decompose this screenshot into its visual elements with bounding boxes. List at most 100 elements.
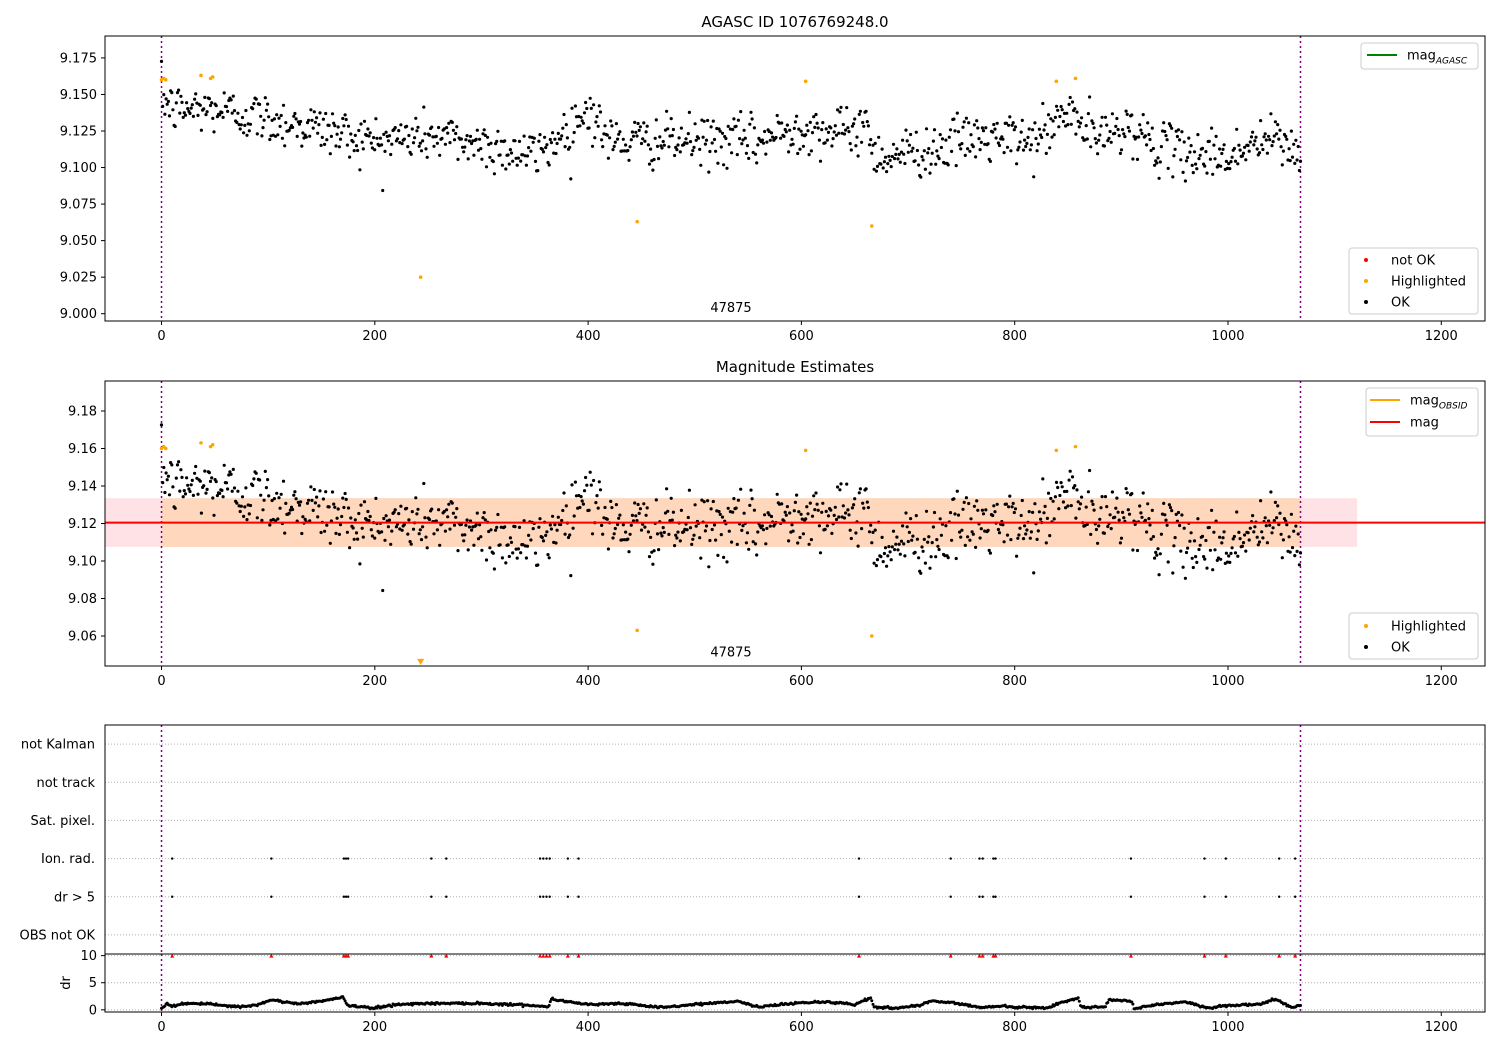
p2-ok-point bbox=[463, 533, 467, 537]
p4-xtick-label: 800 bbox=[1002, 1020, 1027, 1035]
p1-ok-point bbox=[203, 95, 207, 99]
p1-ok-point bbox=[189, 106, 193, 110]
p1-ok-point bbox=[294, 117, 298, 121]
p2-ok-point bbox=[573, 480, 578, 484]
p2-ok-point bbox=[691, 537, 695, 541]
p1-ok-point bbox=[1295, 158, 1299, 162]
p1-ok-point bbox=[860, 140, 864, 144]
p1-ok-point bbox=[873, 141, 877, 145]
p1-ok-point bbox=[849, 148, 853, 152]
p1-ok-point bbox=[1194, 162, 1198, 166]
p2-ok-point bbox=[232, 486, 237, 490]
p4-dr-point bbox=[1104, 1005, 1107, 1009]
p1-ok-point bbox=[177, 88, 181, 92]
p2-ok-point bbox=[813, 508, 817, 512]
p3-flag-point bbox=[566, 857, 570, 860]
p1-ok-point bbox=[464, 138, 468, 142]
p3-category-label: not Kalman bbox=[21, 738, 95, 753]
p1-ok-point bbox=[255, 132, 259, 136]
p1-ok-point bbox=[1088, 95, 1092, 99]
p1-ok-point bbox=[612, 144, 616, 148]
p3-flag-point bbox=[346, 895, 350, 898]
p2-ok-point bbox=[479, 535, 483, 539]
p1-ok-point bbox=[798, 147, 802, 151]
p2-ok-point bbox=[601, 532, 605, 536]
p2-ok-point bbox=[397, 511, 401, 516]
p1-ok-point bbox=[565, 136, 570, 140]
p1-highlighted-point bbox=[163, 78, 168, 82]
p1-ok-point bbox=[468, 134, 473, 138]
p1-ok-point bbox=[1281, 149, 1285, 153]
p2-ok-point bbox=[1158, 552, 1162, 556]
p2-ok-point bbox=[1270, 531, 1274, 535]
p1-ok-point bbox=[325, 138, 329, 142]
p1-ok-point bbox=[196, 113, 200, 117]
p2-ok-point bbox=[807, 542, 811, 546]
p1-ok-point bbox=[460, 145, 465, 149]
p1-ok-point bbox=[519, 159, 523, 163]
p1-ok-point bbox=[1293, 161, 1297, 165]
p2-ok-point bbox=[943, 554, 947, 558]
p2-ok-point bbox=[955, 489, 959, 493]
p1-ok-point bbox=[432, 144, 436, 148]
p4-ylabel: dr bbox=[59, 976, 74, 990]
p2-ok-point bbox=[1275, 516, 1279, 520]
p1-ok-point bbox=[399, 123, 403, 127]
p1-ok-point bbox=[1076, 119, 1080, 123]
p2-ok-point bbox=[727, 529, 731, 533]
p1-ok-point bbox=[299, 119, 303, 124]
p1-ok-point bbox=[679, 126, 684, 130]
p2-ok-point bbox=[451, 511, 455, 515]
p2-ok-point bbox=[651, 562, 655, 566]
p1-ok-point bbox=[259, 114, 263, 118]
p1-ok-point bbox=[405, 124, 409, 128]
p1-ok-point bbox=[476, 148, 481, 152]
p2-ok-point bbox=[330, 490, 335, 494]
p2-ok-point bbox=[867, 530, 872, 534]
p1-ok-point bbox=[1210, 126, 1214, 130]
p1-ok-point bbox=[1064, 124, 1068, 128]
p2-ok-point bbox=[569, 574, 573, 578]
p1-highlighted-point bbox=[869, 224, 874, 228]
p1-ok-point bbox=[1148, 137, 1152, 142]
p1-ok-point bbox=[1190, 163, 1194, 167]
p1-ok-point bbox=[807, 153, 811, 157]
p2-ok-point bbox=[1211, 568, 1215, 572]
p1-ok-point bbox=[1207, 139, 1211, 143]
p3-flag-point bbox=[344, 857, 348, 860]
p2-ytick-label: 9.16 bbox=[68, 442, 97, 457]
p2-ok-point bbox=[712, 523, 717, 527]
p2-ok-point bbox=[297, 503, 302, 507]
p1-ok-point bbox=[606, 156, 611, 160]
p2-ok-point bbox=[1147, 517, 1151, 521]
p2-ok-point bbox=[202, 484, 206, 488]
p1-ok-point bbox=[1181, 170, 1185, 174]
p2-ok-point bbox=[345, 530, 349, 534]
p1-ok-point bbox=[961, 125, 965, 129]
p1-ok-point bbox=[1200, 146, 1205, 150]
p2-ok-point bbox=[1255, 535, 1259, 539]
p1-ok-point bbox=[1054, 104, 1059, 108]
p1-ok-point bbox=[1294, 138, 1298, 142]
p2-ok-point bbox=[872, 561, 876, 565]
p2-ok-point bbox=[1046, 491, 1051, 495]
p1-ok-point bbox=[354, 144, 359, 148]
p2-ok-point bbox=[1091, 502, 1095, 506]
p1-ok-point bbox=[1187, 136, 1191, 140]
p2-ok-point bbox=[1271, 526, 1275, 530]
p1-ok-point bbox=[856, 154, 860, 158]
p1-ok-point bbox=[1065, 111, 1069, 115]
p1-ok-point bbox=[1178, 138, 1182, 142]
p1-ok-point bbox=[817, 138, 822, 142]
p4-dr-point bbox=[1106, 1001, 1110, 1004]
p1-ok-point bbox=[1240, 154, 1244, 158]
p2-ok-point bbox=[716, 553, 720, 558]
p2-ok-point bbox=[791, 529, 795, 533]
p1-ok-point bbox=[537, 139, 541, 143]
p1-ok-point bbox=[1034, 136, 1038, 141]
p1-ok-point bbox=[183, 113, 188, 117]
p1-ok-point bbox=[901, 138, 905, 142]
p2-ok-point bbox=[1219, 557, 1223, 561]
p2-ok-point bbox=[267, 494, 271, 498]
p1-ok-point bbox=[743, 136, 747, 140]
